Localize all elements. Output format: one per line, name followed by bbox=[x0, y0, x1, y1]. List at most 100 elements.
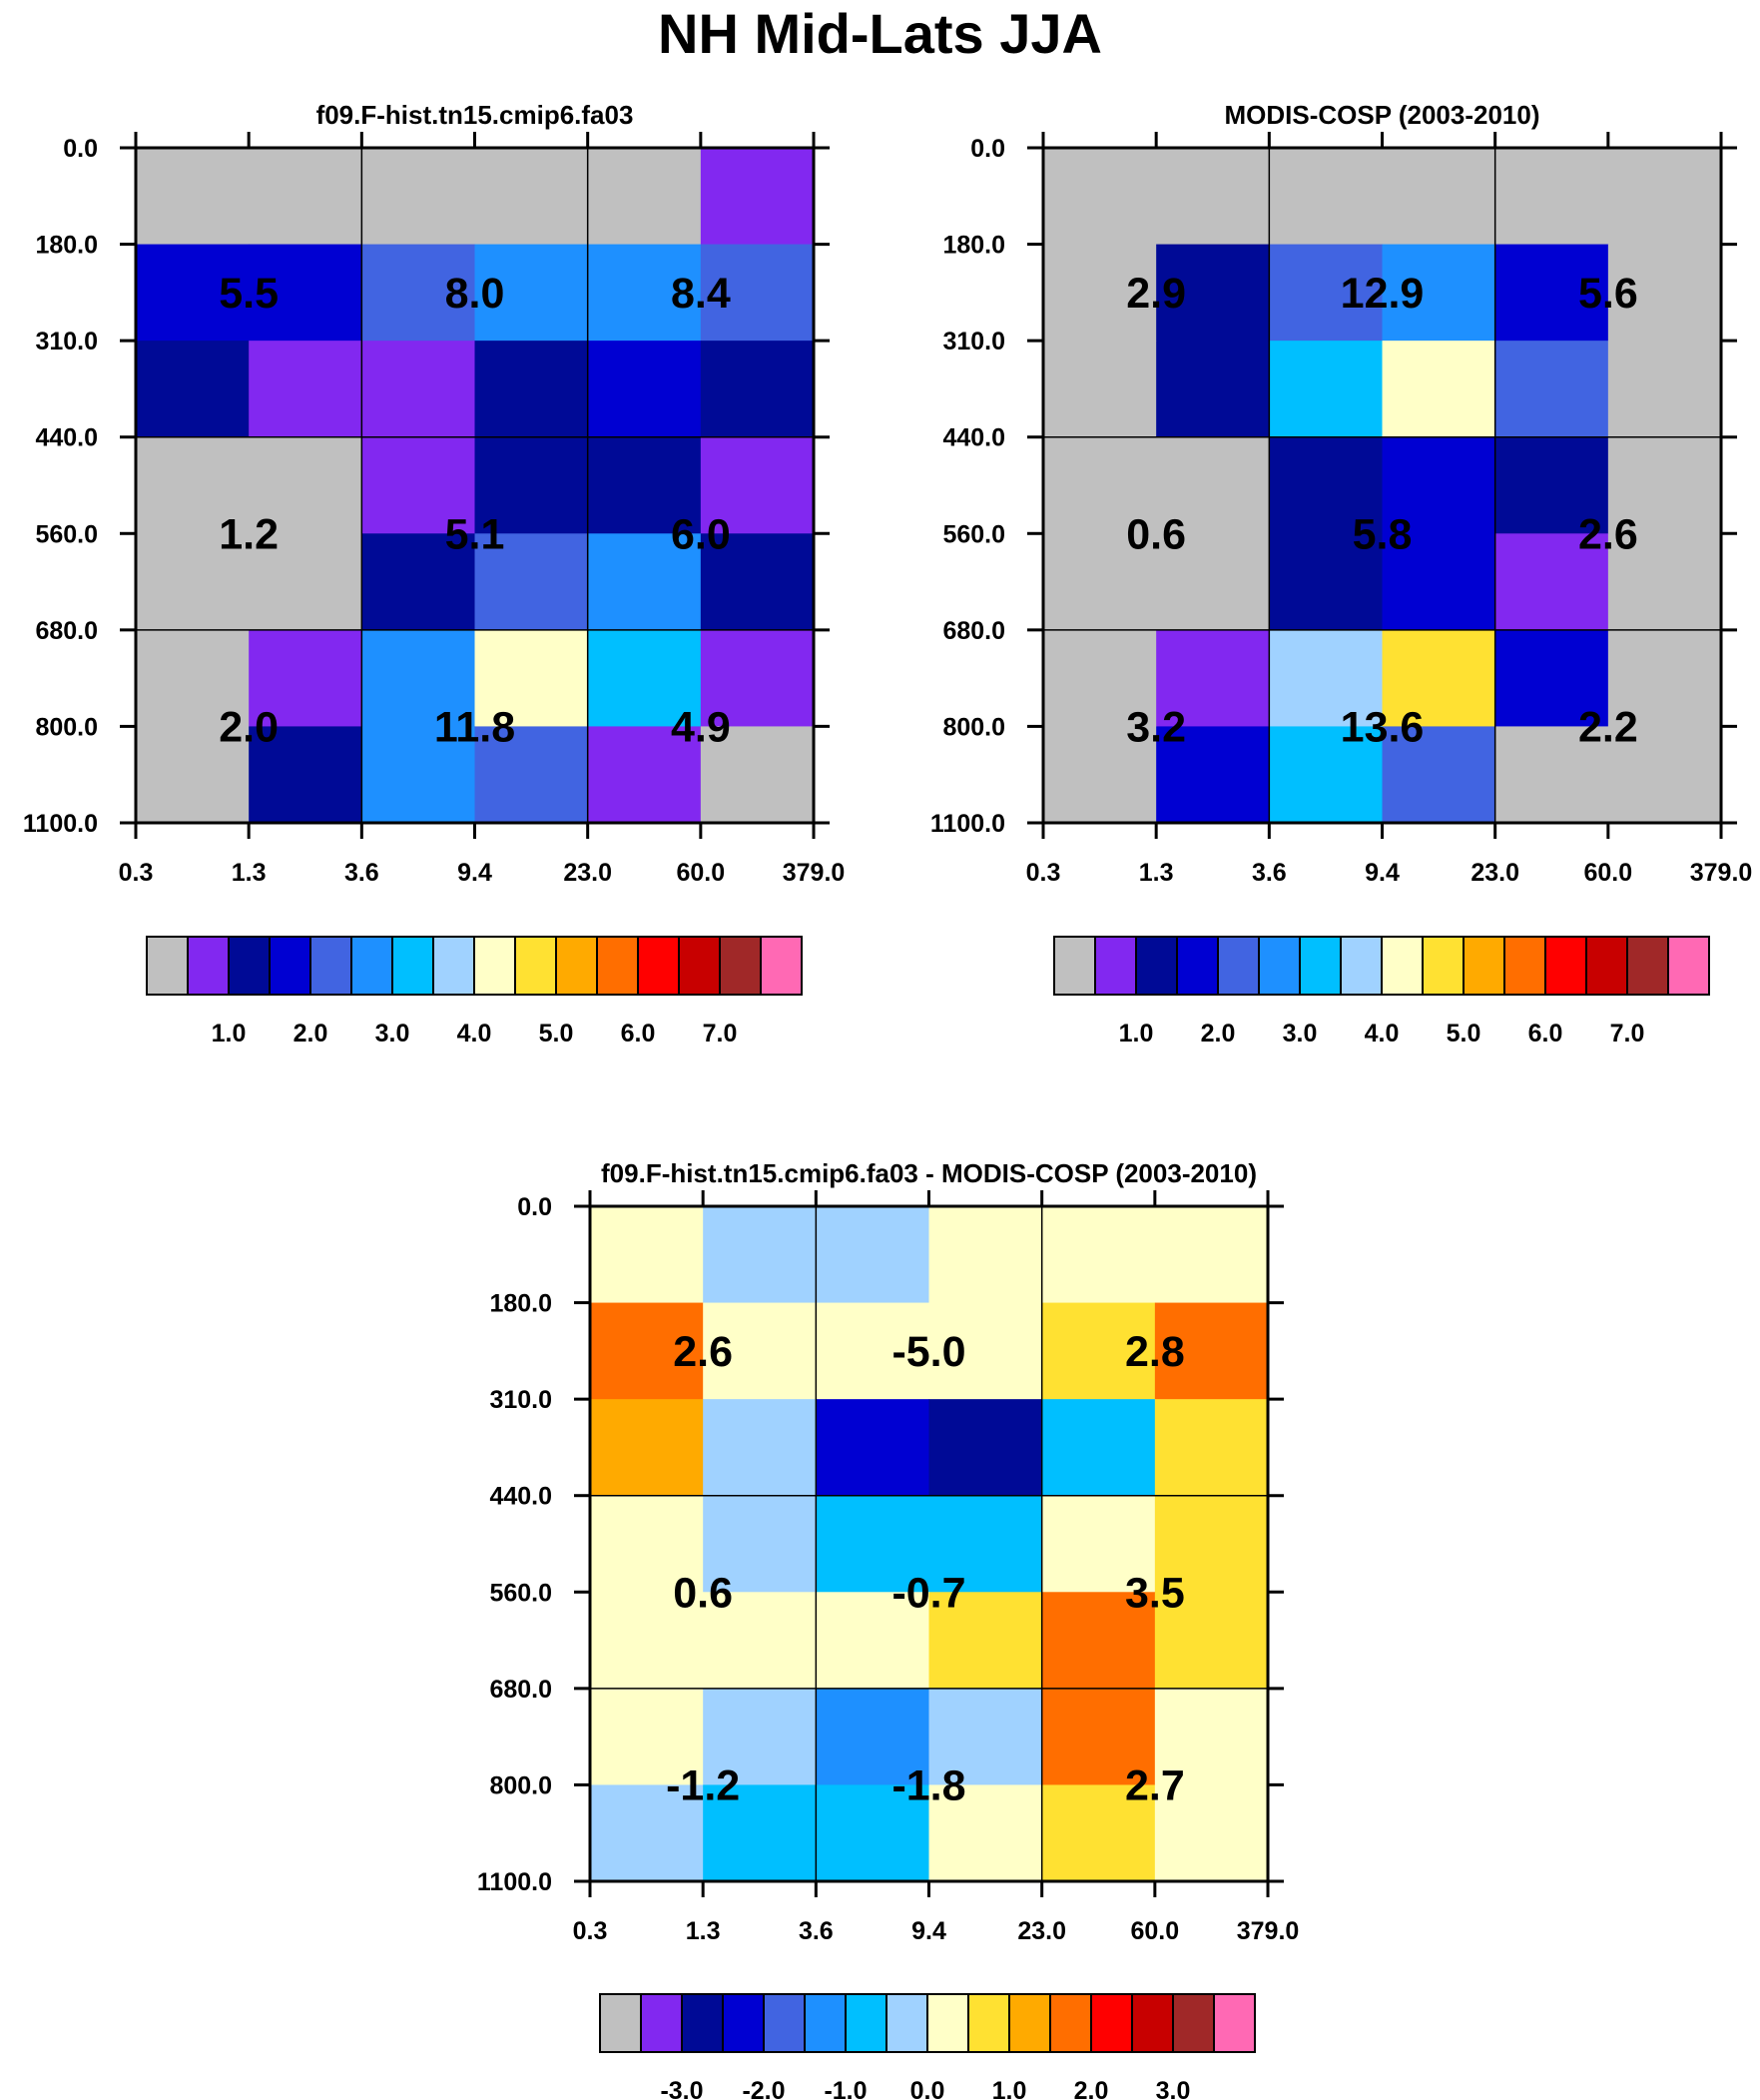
colorbar-tick-label: -3.0 bbox=[660, 2077, 703, 2100]
heatmap-cell bbox=[249, 148, 362, 246]
colorbar-box bbox=[391, 936, 434, 996]
colorbar-box bbox=[1667, 936, 1710, 996]
heatmap-cell bbox=[1041, 1495, 1156, 1593]
colorbar-tick-label: 2.0 bbox=[293, 1020, 328, 1048]
heatmap-cell bbox=[1494, 148, 1609, 246]
colorbar-tick-label: 3.0 bbox=[1156, 2077, 1191, 2100]
colorbar-box bbox=[596, 936, 639, 996]
colorbar-box bbox=[845, 1993, 887, 2053]
heatmap-cell bbox=[474, 148, 589, 246]
heatmap-cell bbox=[928, 1784, 1043, 1882]
panel-title: MODIS-COSP (2003-2010) bbox=[1225, 100, 1540, 130]
heatmap-cell bbox=[1043, 533, 1157, 631]
group-value-label: 13.6 bbox=[1341, 703, 1425, 751]
y-tick-label: 560.0 bbox=[35, 520, 98, 548]
heatmap-cell bbox=[816, 1206, 930, 1304]
colorbar-box bbox=[722, 1993, 765, 2053]
group-value-label: 3.2 bbox=[1126, 703, 1186, 751]
x-tick-label: 379.0 bbox=[783, 859, 846, 887]
heatmap-cell bbox=[136, 148, 250, 246]
heatmap-cell bbox=[587, 533, 702, 631]
heatmap-cell bbox=[1269, 148, 1384, 246]
heatmap-cell bbox=[1041, 1399, 1156, 1497]
heatmap-cell bbox=[1269, 726, 1384, 824]
colorbar-box bbox=[1503, 936, 1546, 996]
group-value-label: -1.8 bbox=[891, 1761, 965, 1809]
y-tick-label: 0.0 bbox=[970, 135, 1005, 163]
heatmap-cell bbox=[361, 341, 476, 438]
heatmap-cell bbox=[816, 1688, 930, 1786]
y-tick-label: 680.0 bbox=[942, 617, 1005, 645]
heatmap-cell bbox=[587, 436, 702, 534]
heatmap-cell bbox=[700, 244, 815, 342]
colorbar-box bbox=[1217, 936, 1260, 996]
colorbar-box bbox=[681, 1993, 724, 2053]
colorbar-box bbox=[146, 936, 189, 996]
y-tick-label: 310.0 bbox=[489, 1386, 552, 1414]
x-tick-label: 9.4 bbox=[1365, 859, 1400, 887]
colorbar-tick-label: 3.0 bbox=[375, 1020, 410, 1048]
x-tick-label: 3.6 bbox=[1252, 859, 1287, 887]
x-tick-label: 379.0 bbox=[1690, 859, 1753, 887]
heatmap-cell bbox=[136, 726, 250, 824]
colorbar-tick-label: 5.0 bbox=[1447, 1020, 1481, 1048]
colorbar-box bbox=[1094, 936, 1137, 996]
heatmap-cell bbox=[928, 1302, 1043, 1400]
group-value-label: 5.5 bbox=[219, 270, 279, 318]
heatmap-cell bbox=[1043, 341, 1157, 438]
heatmap-cell bbox=[703, 1399, 817, 1497]
heatmap-cell bbox=[136, 341, 250, 438]
heatmap-cell bbox=[1607, 533, 1722, 631]
heatmap-cell bbox=[474, 244, 589, 342]
x-tick-label: 23.0 bbox=[563, 859, 612, 887]
heatmap-cell bbox=[1607, 436, 1722, 534]
group-value-label: 8.0 bbox=[445, 270, 505, 318]
heatmap-cell bbox=[587, 629, 702, 728]
x-tick-label: 60.0 bbox=[1131, 1917, 1180, 1945]
group-value-label: -1.2 bbox=[666, 1761, 740, 1809]
group-value-label: 5.6 bbox=[1578, 270, 1638, 318]
colorbar-tick-label: 0.0 bbox=[910, 2077, 945, 2100]
heatmap-cell bbox=[474, 436, 589, 534]
heatmap-cell bbox=[1041, 1592, 1156, 1690]
heatmap-cell bbox=[928, 1688, 1043, 1786]
colorbar-box bbox=[432, 936, 475, 996]
heatmap-cell bbox=[1607, 726, 1722, 824]
colorbar-box bbox=[760, 936, 803, 996]
x-tick-label: 23.0 bbox=[1017, 1917, 1066, 1945]
colorbar-box bbox=[1422, 936, 1465, 996]
colorbar-box bbox=[763, 1993, 806, 2053]
colorbar-tick-label: -1.0 bbox=[824, 2077, 867, 2100]
colorbar-box bbox=[678, 936, 721, 996]
y-tick-label: 180.0 bbox=[942, 232, 1005, 260]
heatmap-cell bbox=[474, 341, 589, 438]
y-tick-label: 800.0 bbox=[35, 713, 98, 741]
heatmap-cell bbox=[590, 1495, 704, 1593]
colorbar-tick-label: 4.0 bbox=[1365, 1020, 1400, 1048]
heatmap-cell bbox=[1154, 1399, 1269, 1497]
colorbar-box bbox=[637, 936, 680, 996]
heatmap-cell bbox=[136, 533, 250, 631]
colorbar-box bbox=[804, 1993, 847, 2053]
heatmap-cell bbox=[1041, 1784, 1156, 1882]
colorbar-tick-label: 6.0 bbox=[1528, 1020, 1563, 1048]
colorbar-box bbox=[1172, 1993, 1215, 2053]
heatmap-cell bbox=[703, 1688, 817, 1786]
heatmap-cell bbox=[816, 1302, 930, 1400]
heatmap-cell bbox=[700, 629, 815, 728]
heatmap-cell bbox=[249, 436, 362, 534]
colorbar-box bbox=[1049, 1993, 1092, 2053]
heatmap-cell bbox=[816, 1495, 930, 1593]
heatmap-cell bbox=[700, 533, 815, 631]
heatmap-cell bbox=[1156, 533, 1270, 631]
y-tick-label: 440.0 bbox=[942, 424, 1005, 452]
y-tick-label: 560.0 bbox=[942, 520, 1005, 548]
colorbar-tick-label: 2.0 bbox=[1201, 1020, 1236, 1048]
heatmap-cell bbox=[1494, 629, 1609, 728]
heatmap-cell bbox=[1382, 148, 1496, 246]
heatmap-cell bbox=[816, 1592, 930, 1690]
heatmap-cell bbox=[1494, 341, 1609, 438]
figure-title: NH Mid-Lats JJA bbox=[658, 2, 1102, 65]
colorbar-box bbox=[1090, 1993, 1133, 2053]
